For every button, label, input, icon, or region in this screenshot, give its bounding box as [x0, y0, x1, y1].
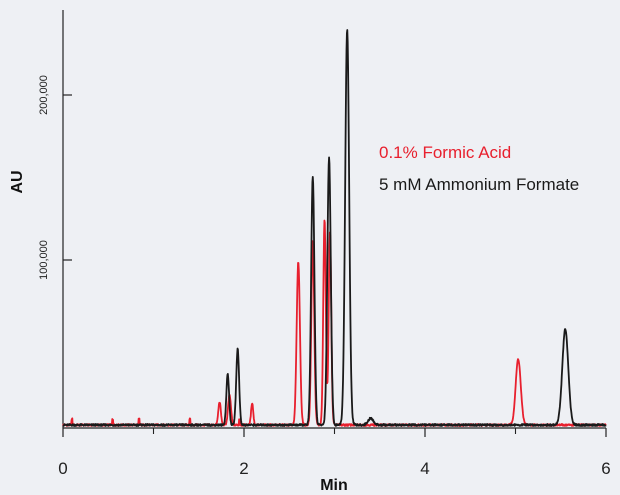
y-axis-label: AU	[9, 170, 26, 193]
x-tick-label: 2	[239, 459, 248, 478]
legend-formic-acid: 0.1% Formic Acid	[379, 143, 511, 162]
x-tick-label: 4	[420, 459, 429, 478]
x-axis-label: Min	[320, 477, 348, 494]
plot-area: 0 2 4 6 100,000 200,000	[38, 10, 611, 478]
x-ticks: 0 2 4 6	[58, 428, 611, 478]
series-lines	[62, 29, 607, 427]
y-tick-label: 200,000	[38, 75, 50, 115]
series-line-ammonium-formate	[62, 29, 607, 427]
legend-ammonium-formate: 5 mM Ammonium Formate	[379, 175, 579, 194]
y-ticks: 100,000 200,000	[38, 75, 72, 280]
series-line-formic-acid	[62, 219, 607, 427]
x-tick-label: 0	[58, 459, 67, 478]
y-tick-label: 100,000	[38, 240, 50, 280]
x-tick-label: 6	[601, 459, 610, 478]
